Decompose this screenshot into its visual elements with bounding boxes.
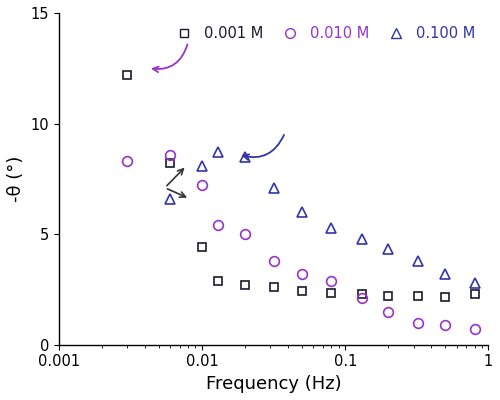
Y-axis label: -θ (°): -θ (°) [7, 156, 25, 202]
Legend: 0.001 M, 0.010 M, 0.100 M: 0.001 M, 0.010 M, 0.100 M [164, 20, 481, 47]
X-axis label: Frequency (Hz): Frequency (Hz) [206, 375, 342, 393]
